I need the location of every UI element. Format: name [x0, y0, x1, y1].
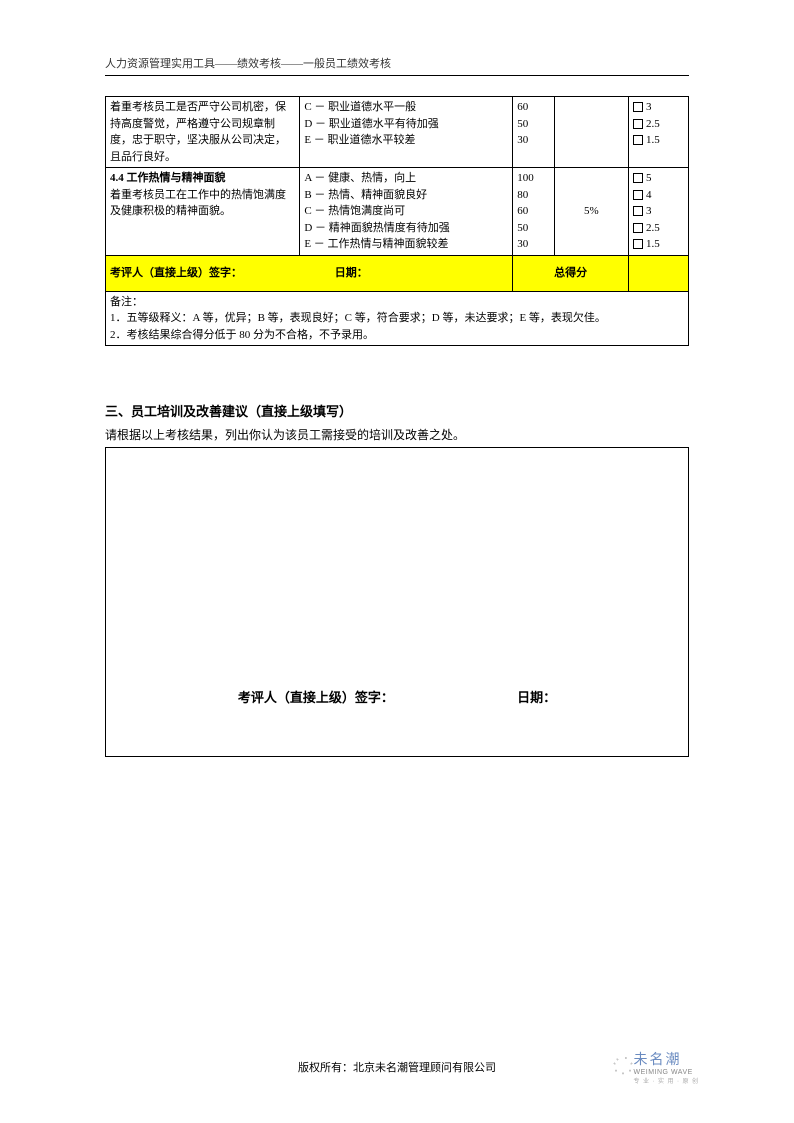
table-row: 着重考核员工是否严守公司机密，保持高度警觉，严格遵守公司规章制度，忠于职守，坚决…	[106, 97, 689, 168]
logo-sub: 专 业 · 实 用 · 原 创	[634, 1076, 700, 1085]
criterion-desc: 着重考核员工是否严守公司机密，保持高度警觉，严格遵守公司规章制度，忠于职守，坚决…	[106, 97, 300, 168]
checkbox[interactable]	[633, 239, 643, 249]
checkbox[interactable]	[633, 102, 643, 112]
criterion-checks: 3 2.5 1.5	[628, 97, 688, 168]
total-score-label: 总得分	[513, 255, 629, 291]
criterion-scores: 100 80 60 50 30	[513, 168, 554, 256]
criterion-weight	[554, 97, 628, 168]
checkbox[interactable]	[633, 135, 643, 145]
checkbox[interactable]	[633, 119, 643, 129]
logo-icon	[593, 1051, 625, 1083]
company-logo: 未名潮 WEIMING WAVE 专 业 · 实 用 · 原 创	[593, 1049, 700, 1085]
criterion-desc: 4.4 工作热情与精神面貌 着重考核员工在工作中的热情饱满度及健康积极的精神面貌…	[106, 168, 300, 256]
feedback-box[interactable]: 考评人（直接上级）签字： 日期：	[105, 447, 689, 757]
page-header: 人力资源管理实用工具——绩效考核——一般员工绩效考核	[105, 55, 689, 76]
feedback-signature-line: 考评人（直接上级）签字： 日期：	[106, 687, 688, 706]
notes-content: 备注： 1．五等级释义：A 等，优异；B 等，表现良好；C 等，符合要求；D 等…	[106, 291, 689, 346]
logo-cn: 未名潮	[634, 1049, 700, 1069]
section-3-title: 三、员工培训及改善建议（直接上级填写）	[105, 401, 689, 420]
total-score-value[interactable]	[628, 255, 688, 291]
criterion-levels: A － 健康、热情，向上 B － 热情、精神面貌良好 C － 热情饱满度尚可 D…	[300, 168, 513, 256]
section-3: 三、员工培训及改善建议（直接上级填写） 请根据以上考核结果，列出你认为该员工需接…	[105, 401, 689, 757]
criterion-levels: C － 职业道德水平一般 D － 职业道德水平有待加强 E － 职业道德水平较差	[300, 97, 513, 168]
logo-en: WEIMING WAVE	[634, 1069, 700, 1076]
section-3-subtitle: 请根据以上考核结果，列出你认为该员工需接受的培训及改善之处。	[105, 426, 689, 443]
criterion-checks: 5 4 3 2.5 1.5	[628, 168, 688, 256]
table-row: 4.4 工作热情与精神面貌 着重考核员工在工作中的热情饱满度及健康积极的精神面貌…	[106, 168, 689, 256]
signature-row: 考评人（直接上级）签字： 日期： 总得分	[106, 255, 689, 291]
criterion-scores: 60 50 30	[513, 97, 554, 168]
checkbox[interactable]	[633, 223, 643, 233]
checkbox[interactable]	[633, 173, 643, 183]
evaluation-table: 着重考核员工是否严守公司机密，保持高度警觉，严格遵守公司规章制度，忠于职守，坚决…	[105, 96, 689, 346]
checkbox[interactable]	[633, 206, 643, 216]
checkbox[interactable]	[633, 190, 643, 200]
notes-row: 备注： 1．五等级释义：A 等，优异；B 等，表现良好；C 等，符合要求；D 等…	[106, 291, 689, 346]
reviewer-signature[interactable]: 考评人（直接上级）签字： 日期：	[106, 255, 513, 291]
criterion-weight: 5%	[554, 168, 628, 256]
